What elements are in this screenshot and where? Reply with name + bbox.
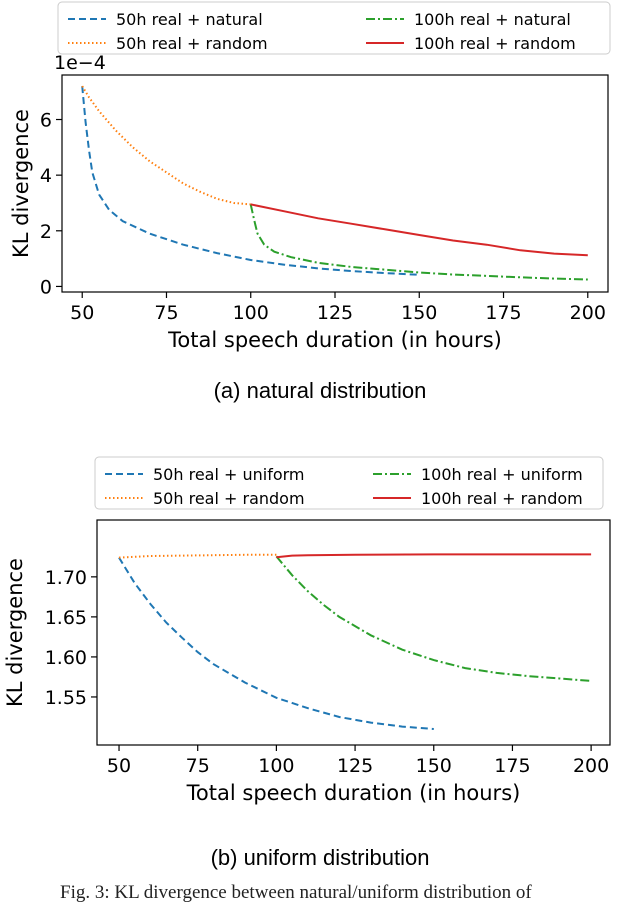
y-axis-label: KL divergence xyxy=(9,109,33,258)
x-tick-label: 125 xyxy=(317,302,353,324)
x-tick-label: 100 xyxy=(233,302,269,324)
kl-natural-chart: 50 75 100 125 150 175 200 0 2 4 6 Total speech dura… xyxy=(9,1,611,352)
series-line-2 xyxy=(249,204,588,281)
series-line-1 xyxy=(81,85,251,206)
x-tick-label: 175 xyxy=(494,755,530,777)
series-line-3 xyxy=(276,553,592,559)
plot-frame xyxy=(61,74,609,293)
series-line-2 xyxy=(275,555,592,682)
x-tick-label: 50 xyxy=(70,302,94,324)
plot-frame xyxy=(96,519,611,746)
y-tick-label: 1.70 xyxy=(45,567,87,589)
y-tick-label: 6 xyxy=(40,110,52,132)
series-line-1 xyxy=(118,553,277,559)
series-line-0 xyxy=(81,86,420,276)
x-tick-label: 75 xyxy=(154,302,178,324)
y-tick-label: 0 xyxy=(40,276,52,298)
y-tick-label: 1.60 xyxy=(45,647,87,669)
y-tick-label: 2 xyxy=(40,221,52,243)
y-tick-label: 1.65 xyxy=(45,607,87,629)
legend-label-1: 50h real + random xyxy=(153,489,305,508)
legend-label-0: 50h real + uniform xyxy=(153,465,305,484)
kl-uniform-chart: 50 75 100 125 150 175 200 1.55 1.60 1.65 1.70 Total… xyxy=(3,456,611,805)
series-line-3 xyxy=(250,203,588,257)
legend-label-3: 100h real + random xyxy=(414,34,576,53)
chart-panel-uniform: 50 75 100 125 150 175 200 1.55 1.60 1.65 1.70 Total… xyxy=(0,455,640,875)
series-line-0 xyxy=(118,557,434,730)
y-offset-label: 1e−4 xyxy=(54,52,106,74)
legend-label-2: 100h real + natural xyxy=(414,10,571,29)
x-tick-label: 200 xyxy=(570,302,606,324)
x-axis-label: Total speech duration (in hours) xyxy=(186,781,521,805)
x-tick-label: 125 xyxy=(337,755,373,777)
x-tick-label: 100 xyxy=(258,755,294,777)
x-axis-label: Total speech duration (in hours) xyxy=(167,328,502,352)
x-tick-label: 200 xyxy=(573,755,609,777)
y-tick-label: 1.55 xyxy=(45,687,87,709)
chart-panel-natural: 50 75 100 125 150 175 200 0 2 4 6 Total speech dura… xyxy=(0,0,640,420)
x-tick-label: 175 xyxy=(485,302,521,324)
legend-box xyxy=(57,1,611,55)
figure-caption: Fig. 3: KL divergence between natural/un… xyxy=(60,882,532,903)
legend-label-3: 100h real + random xyxy=(421,489,583,508)
y-axis-label: KL divergence xyxy=(3,558,27,707)
legend-label-1: 50h real + random xyxy=(116,34,268,53)
x-tick-label: 150 xyxy=(416,755,452,777)
legend-box xyxy=(94,456,604,510)
x-tick-label: 50 xyxy=(107,755,131,777)
x-tick-label: 75 xyxy=(186,755,210,777)
legend-label-0: 50h real + natural xyxy=(116,10,263,29)
legend-label-2: 100h real + uniform xyxy=(421,465,583,484)
y-tick-label: 4 xyxy=(40,165,52,187)
subcaption-uniform: (b) uniform distribution xyxy=(210,845,430,870)
x-tick-label: 150 xyxy=(401,302,437,324)
subcaption-natural: (a) natural distribution xyxy=(213,378,427,403)
